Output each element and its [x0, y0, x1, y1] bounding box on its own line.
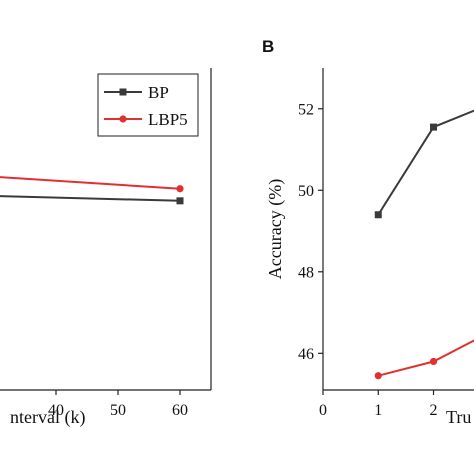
panel-b-x-tick-label: 0: [319, 402, 327, 419]
panel-b-y-tick-label: 50: [298, 183, 314, 200]
panel-a-series-line-lbp5: [0, 176, 181, 190]
panel-b-y-tick-label: 48: [298, 264, 314, 281]
panel-a-x-tick-label: 60: [172, 402, 188, 419]
panel-b-letter: B: [262, 37, 274, 56]
panel-b-point-lbp5: [374, 372, 382, 380]
panel-b-x-tick-label: 1: [374, 402, 382, 419]
panel-a: 40 50 60 nterval (k) BP LBP5: [0, 68, 212, 428]
panel-b-point-bp: [374, 211, 382, 219]
panel-a-series-line-bp: [0, 195, 181, 202]
panel-a-point-bp: [176, 197, 184, 205]
panel-b-x-tick-label: 2: [430, 402, 438, 419]
panel-b-x-axis-label: Tru: [446, 407, 471, 427]
panel-b-series-line-bp: [377, 109, 474, 216]
panel-a-x-tick-label: 50: [110, 402, 126, 419]
panel-a-x-tick-label: 40: [48, 402, 64, 419]
legend-box: [97, 73, 199, 137]
panel-b-series: [374, 109, 474, 380]
legend-label-lbp5: LBP5: [148, 110, 188, 129]
legend-marker-lbp5: [119, 115, 127, 123]
panel-a-x-ticks: 40 50 60: [48, 390, 188, 419]
panel-b-x-ticks: 0123: [319, 390, 438, 419]
panel-b-point-lbp5: [429, 357, 438, 366]
legend-marker-bp: [119, 88, 127, 96]
legend-label-bp: BP: [148, 83, 169, 102]
panel-a-point-lbp5: [176, 185, 184, 193]
panel-a-series: [0, 176, 184, 205]
panel-a-x-axis-label: nterval (k): [10, 407, 85, 428]
panel-b-series-line-lbp5: [378, 339, 474, 377]
panel-b-point-bp: [430, 123, 438, 131]
panel-b-y-axis-label: Accuracy (%): [265, 179, 286, 279]
panel-b-y-tick-label: 52: [298, 101, 314, 118]
panel-b-y-ticks: 46 48 50 52: [298, 101, 323, 363]
legend: BP LBP5: [97, 73, 199, 137]
panel-b-y-tick-label: 46: [298, 346, 314, 363]
